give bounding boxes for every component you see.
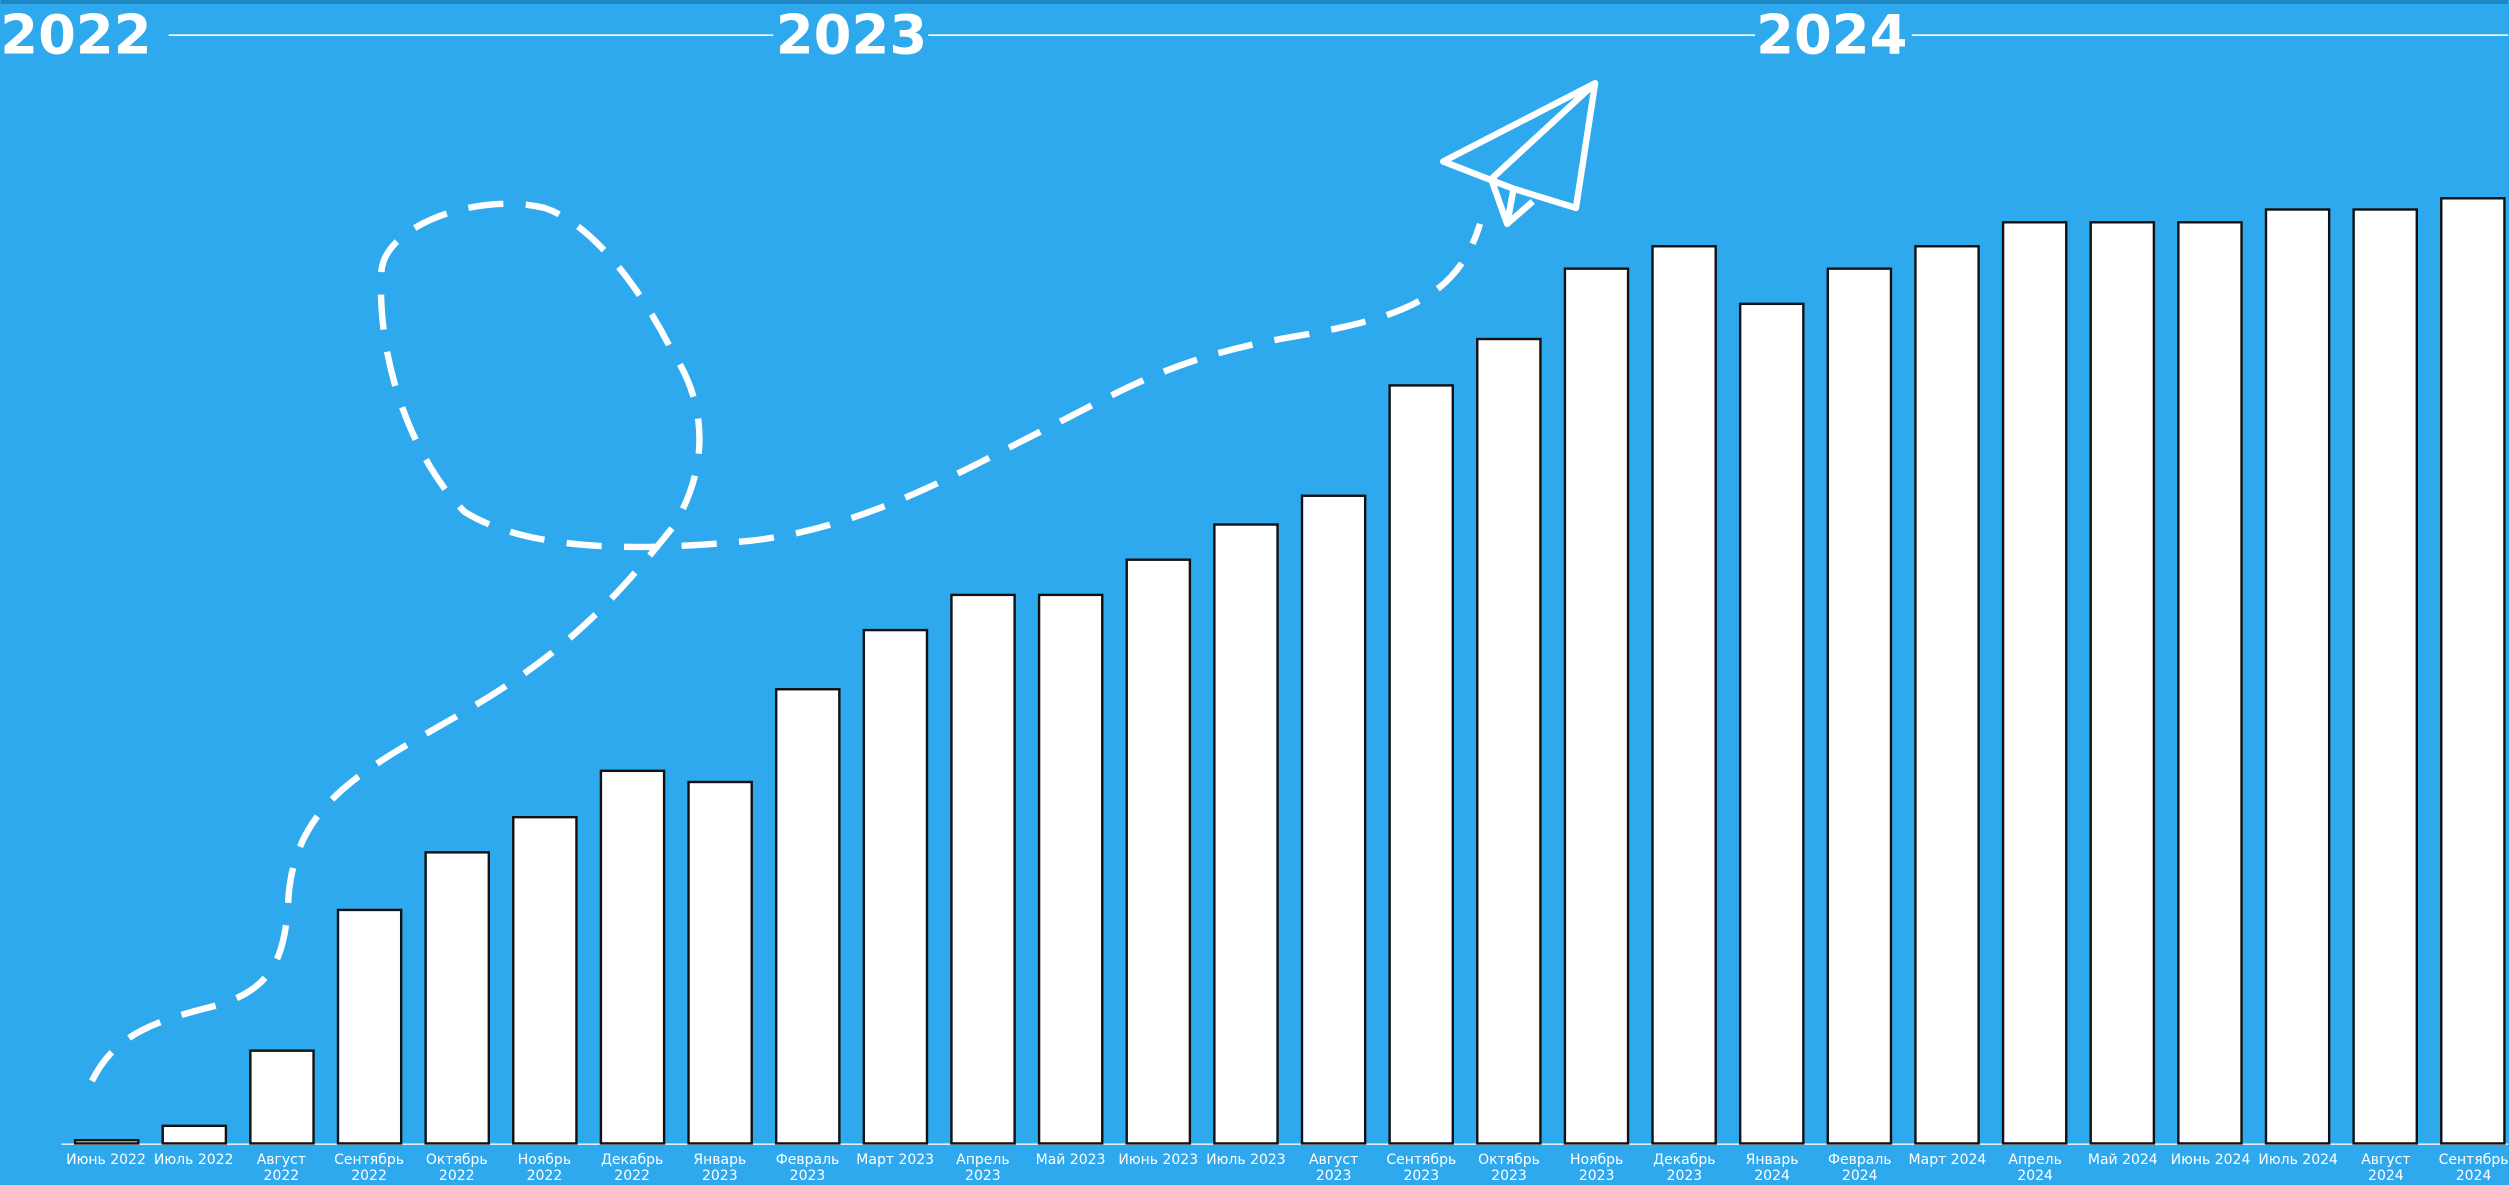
x-tick-label: Июнь 2024	[2170, 1152, 2251, 1169]
bar	[1213, 523, 1279, 1145]
x-tick-label: Ноябрь 2023	[1570, 1152, 1624, 1185]
bar	[336, 908, 403, 1145]
bar	[2001, 221, 2068, 1145]
bar	[950, 593, 1016, 1145]
x-tick-label: Март 2024	[1908, 1152, 1987, 1169]
bar	[1125, 558, 1192, 1145]
bar	[161, 1124, 228, 1145]
x-tick-label: Февраль 2023	[775, 1152, 840, 1185]
bar	[1388, 384, 1454, 1145]
x-tick-label: Июнь 2023	[1118, 1152, 1199, 1169]
plane-keel	[1504, 188, 1517, 225]
bar	[1914, 245, 1980, 1145]
x-tick-label: Сентябрь 2022	[334, 1152, 404, 1185]
bar	[1651, 245, 1717, 1145]
x-tick-label: Июль 2024	[2258, 1152, 2338, 1169]
x-tick-label: Декабрь 2022	[600, 1152, 664, 1185]
bar	[424, 851, 491, 1145]
x-tick-label: Май 2023	[1035, 1152, 1106, 1169]
x-tick-label: Ноябрь 2022	[517, 1152, 572, 1185]
x-tick-label: Июль 2022	[153, 1152, 234, 1169]
bar	[249, 1049, 315, 1145]
bar	[2177, 221, 2243, 1145]
x-tick-label: Июнь 2022	[66, 1152, 146, 1169]
x-tick-label: Июль 2023	[1206, 1152, 1286, 1169]
year-label: 2024	[1756, 4, 1907, 67]
bar	[774, 688, 841, 1145]
bar	[862, 628, 929, 1145]
x-tick-label: Май 2024	[2087, 1152, 2158, 1169]
bar	[1300, 494, 1367, 1145]
paper-plane	[1440, 79, 1599, 228]
x-tick-label: Апрель 2024	[2008, 1152, 2062, 1185]
bar	[1563, 267, 1630, 1145]
x-tick-label: Октябрь 2022	[425, 1152, 488, 1185]
x-tick-label: Декабрь 2023	[1653, 1152, 1716, 1185]
x-tick-label: Август 2024	[2361, 1152, 2411, 1185]
x-tick-label: Январь 2023	[693, 1152, 747, 1185]
x-tick-label: Март 2023	[856, 1152, 935, 1169]
bar	[2352, 208, 2418, 1145]
x-tick-label: Январь 2024	[1745, 1152, 1799, 1185]
top-border	[0, 0, 2509, 4]
bar	[1037, 593, 1104, 1145]
x-tick-label: Октябрь 2023	[1478, 1152, 1540, 1185]
x-tick-label: Август 2023	[1308, 1152, 1359, 1185]
bar	[2440, 197, 2506, 1145]
bar	[2089, 221, 2156, 1145]
year-label: 2022	[0, 4, 151, 67]
bar	[73, 1139, 140, 1145]
bar	[687, 780, 753, 1145]
x-tick-label: Сентябрь 2023	[1386, 1152, 1457, 1185]
plane-fold	[1489, 80, 1598, 182]
x-tick-label: Апрель 2023	[956, 1152, 1010, 1185]
year-label: 2023	[776, 4, 927, 67]
x-tick-label: Сентябрь 2024	[2438, 1152, 2509, 1185]
dashed-path	[89, 200, 1484, 1083]
bar	[512, 815, 578, 1145]
bars	[73, 197, 2506, 1145]
bar	[599, 769, 666, 1145]
bar	[1738, 302, 1805, 1145]
bar	[1476, 337, 1542, 1145]
bar	[2264, 208, 2331, 1145]
x-tick-label: Февраль 2024	[1827, 1152, 1892, 1185]
bar	[1826, 267, 1893, 1145]
x-tick-label: Август 2022	[256, 1152, 307, 1185]
